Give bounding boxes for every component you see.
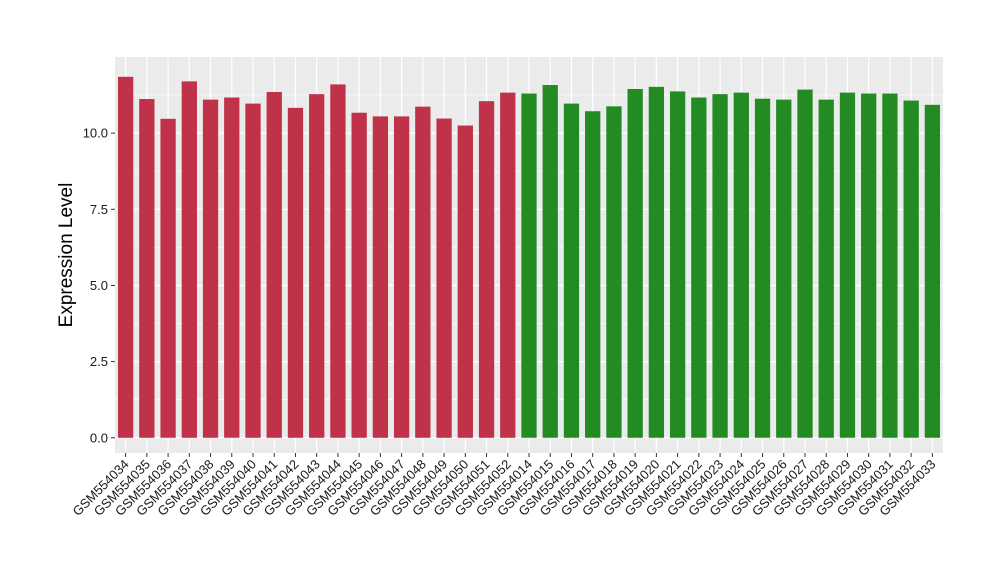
bar xyxy=(351,112,367,438)
bar xyxy=(287,107,304,438)
bar xyxy=(776,99,792,438)
bar xyxy=(521,93,537,438)
bar xyxy=(224,97,240,438)
bar xyxy=(436,118,452,438)
bar xyxy=(330,84,346,438)
bar xyxy=(903,100,919,438)
bar xyxy=(627,88,643,438)
bars xyxy=(117,76,941,438)
bar xyxy=(818,99,834,438)
bar xyxy=(117,76,134,438)
y-tick-label: 5.0 xyxy=(90,278,108,293)
bar xyxy=(839,92,856,438)
bar xyxy=(139,99,155,438)
y-tick-label: 7.5 xyxy=(90,202,108,217)
x-axis: GSM554034GSM554035GSM554036GSM554037GSM5… xyxy=(70,453,939,519)
bar xyxy=(372,116,389,438)
bar xyxy=(585,111,601,438)
bar xyxy=(266,92,282,438)
y-tick-label: 2.5 xyxy=(90,354,108,369)
bar xyxy=(733,92,749,438)
bar xyxy=(500,92,516,438)
bar xyxy=(882,93,898,438)
bar xyxy=(648,86,665,438)
bar xyxy=(712,94,728,438)
bar xyxy=(606,106,622,438)
bar xyxy=(393,116,410,438)
bar xyxy=(691,97,707,438)
bar xyxy=(797,89,813,438)
bar xyxy=(415,106,431,438)
bar xyxy=(309,94,325,438)
bar xyxy=(861,93,877,438)
bar xyxy=(754,98,771,438)
y-tick-label: 10.0 xyxy=(83,126,108,141)
bar xyxy=(245,103,261,438)
bar xyxy=(202,99,219,438)
bar xyxy=(563,103,580,438)
bar xyxy=(181,81,197,438)
bar xyxy=(924,104,941,438)
y-axis: 0.0 2.5 5.0 7.5 10.0 xyxy=(83,126,115,445)
bar xyxy=(457,125,473,438)
bar xyxy=(669,91,686,438)
bar xyxy=(478,101,495,438)
y-tick-label: 0.0 xyxy=(90,430,108,445)
bar xyxy=(160,118,176,438)
bar xyxy=(542,85,558,438)
y-axis-title: Expression Level xyxy=(56,183,77,328)
